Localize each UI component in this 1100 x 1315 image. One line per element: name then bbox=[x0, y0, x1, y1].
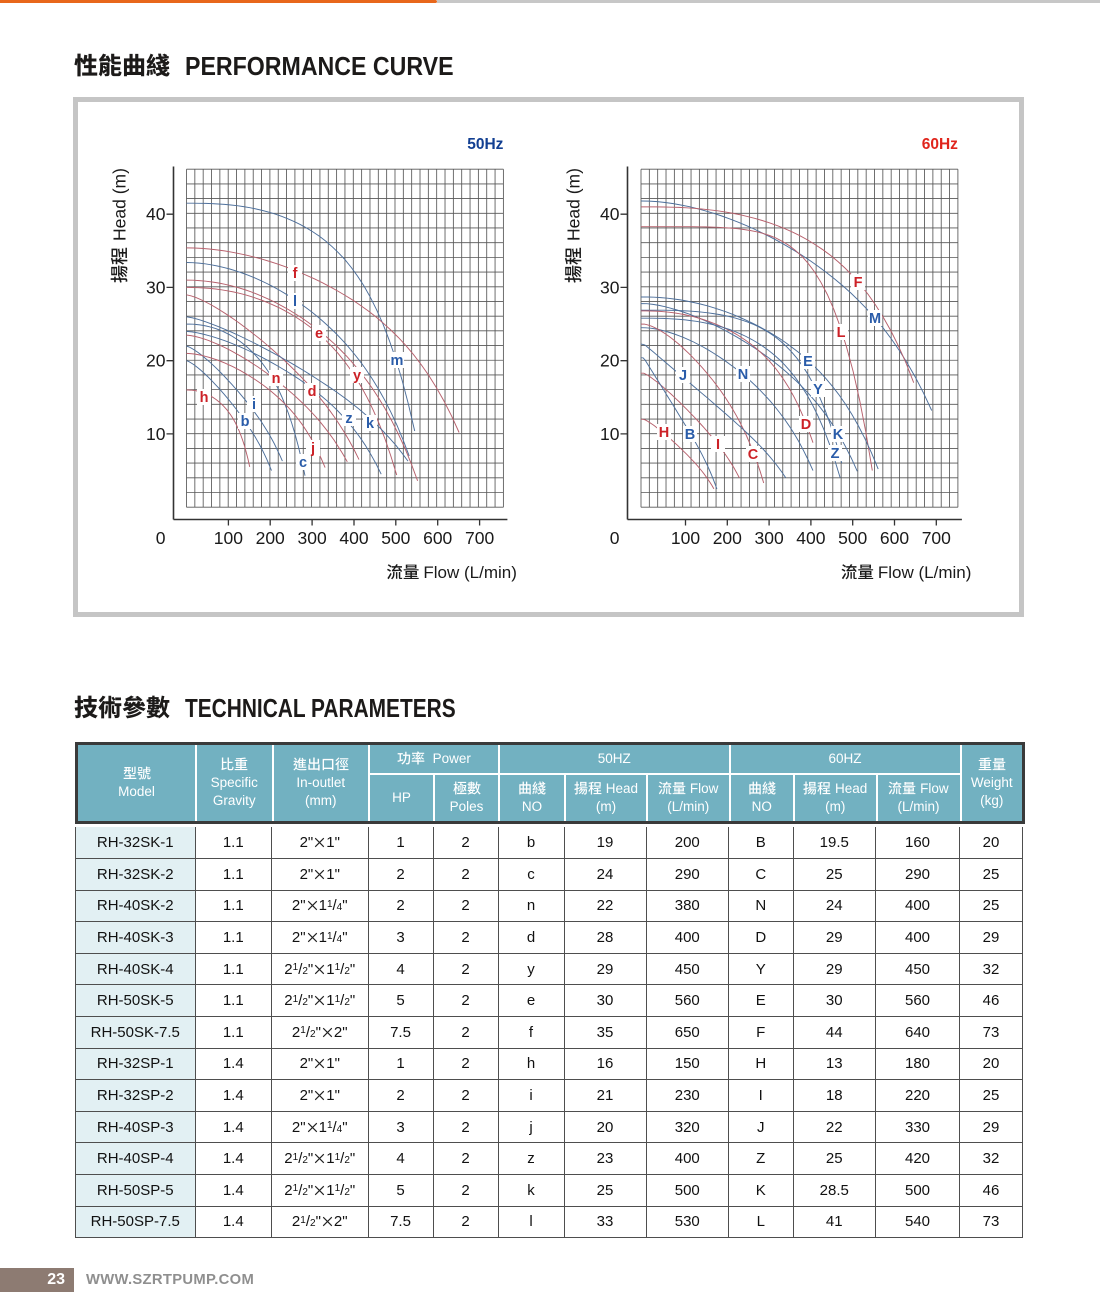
svg-text:y: y bbox=[353, 368, 361, 384]
svg-text:F: F bbox=[854, 275, 863, 291]
svg-text:b: b bbox=[241, 414, 250, 430]
svg-text:I: I bbox=[716, 437, 720, 453]
svg-text:n: n bbox=[272, 371, 281, 387]
svg-text:50Hz: 50Hz bbox=[467, 136, 503, 153]
svg-text:i: i bbox=[252, 397, 256, 413]
svg-text:e: e bbox=[315, 326, 323, 342]
svg-text:500: 500 bbox=[838, 528, 867, 548]
svg-text:C: C bbox=[748, 447, 759, 463]
svg-text:H: H bbox=[659, 425, 669, 441]
svg-text:20: 20 bbox=[146, 351, 166, 371]
svg-text:J: J bbox=[679, 368, 687, 384]
svg-text:D: D bbox=[801, 417, 811, 433]
svg-text:Z: Z bbox=[831, 446, 840, 462]
svg-text:30: 30 bbox=[600, 277, 620, 297]
svg-text:30: 30 bbox=[146, 277, 166, 297]
svg-text:E: E bbox=[803, 354, 813, 370]
svg-text:10: 10 bbox=[600, 424, 620, 444]
svg-text:Flow (L/min): Flow (L/min) bbox=[423, 563, 517, 582]
svg-text:Head (m): Head (m) bbox=[110, 168, 130, 241]
svg-text:K: K bbox=[833, 427, 844, 443]
svg-text:40: 40 bbox=[146, 204, 166, 224]
svg-text:l: l bbox=[293, 294, 297, 310]
svg-text:20: 20 bbox=[600, 351, 620, 371]
svg-text:700: 700 bbox=[465, 528, 494, 548]
svg-text:d: d bbox=[308, 384, 317, 400]
svg-text:600: 600 bbox=[423, 528, 452, 548]
svg-text:300: 300 bbox=[297, 528, 326, 548]
svg-text:200: 200 bbox=[256, 528, 285, 548]
svg-text:Head (m): Head (m) bbox=[564, 168, 584, 241]
svg-text:500: 500 bbox=[381, 528, 410, 548]
svg-text:B: B bbox=[685, 427, 695, 443]
svg-text:600: 600 bbox=[880, 528, 909, 548]
svg-text:Y: Y bbox=[813, 382, 823, 398]
svg-text:h: h bbox=[200, 390, 209, 406]
svg-text:f: f bbox=[293, 266, 298, 282]
svg-text:300: 300 bbox=[754, 528, 783, 548]
svg-text:100: 100 bbox=[671, 528, 700, 548]
svg-text:40: 40 bbox=[600, 204, 620, 224]
svg-text:Flow (L/min): Flow (L/min) bbox=[878, 563, 972, 582]
svg-text:j: j bbox=[310, 441, 315, 457]
svg-text:m: m bbox=[391, 353, 404, 369]
svg-text:0: 0 bbox=[156, 528, 166, 548]
svg-text:400: 400 bbox=[339, 528, 368, 548]
svg-text:N: N bbox=[738, 367, 748, 383]
svg-text:200: 200 bbox=[713, 528, 742, 548]
svg-text:c: c bbox=[299, 455, 307, 471]
svg-text:z: z bbox=[345, 411, 352, 427]
svg-text:10: 10 bbox=[146, 424, 166, 444]
svg-text:M: M bbox=[869, 311, 881, 327]
svg-text:400: 400 bbox=[796, 528, 825, 548]
svg-text:0: 0 bbox=[610, 528, 620, 548]
svg-text:L: L bbox=[837, 325, 846, 341]
svg-text:k: k bbox=[366, 416, 375, 432]
svg-text:100: 100 bbox=[214, 528, 243, 548]
svg-text:60Hz: 60Hz bbox=[922, 136, 958, 153]
svg-text:700: 700 bbox=[922, 528, 951, 548]
